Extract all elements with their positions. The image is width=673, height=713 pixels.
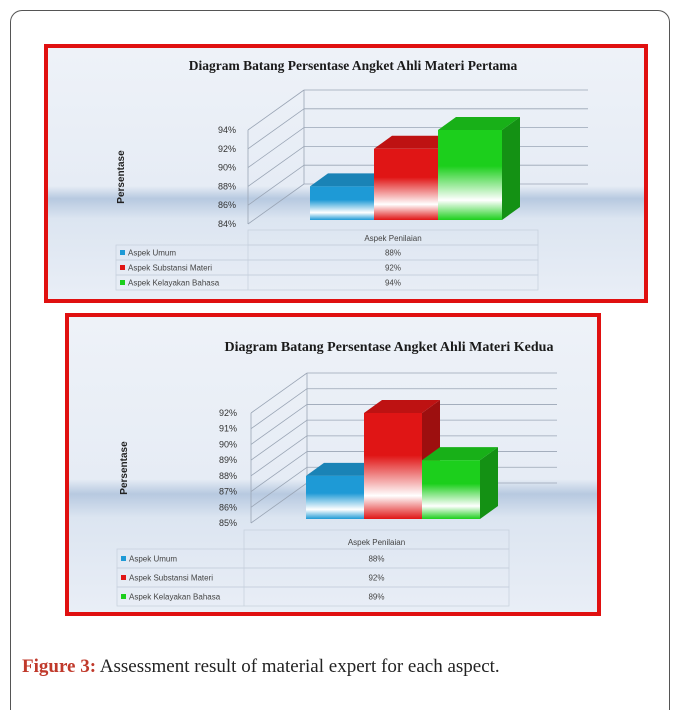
chart-2-table-row (116, 586, 510, 607)
chart-1-data-table: Aspek Penilaian Aspek Umum 88% Aspek Substa… (115, 229, 539, 291)
chart-1-bar-front (438, 130, 502, 220)
chart-2-ytick-label: 92% (219, 408, 237, 418)
chart-1-gridline-side (247, 89, 305, 131)
chart-1-bar-3 (438, 117, 520, 220)
chart-2-ytick-label: 87% (219, 487, 237, 497)
chart-2-title: Diagram Batang Persentase Angket Ahli Ma… (225, 340, 554, 355)
chart-2-xlabel: Aspek Penilaian (348, 538, 405, 547)
chart-1-table-row (115, 274, 539, 291)
chart-1-bar-top (438, 117, 520, 130)
chart-1-gridline-side (247, 164, 305, 206)
chart-1-legend-swatch (120, 280, 125, 285)
chart-2-legend-label: Aspek Kelayakan Bahasa (129, 593, 221, 602)
caption-text: Assessment result of material expert for… (96, 656, 500, 677)
chart-2-data-label: 89% (368, 593, 384, 602)
chart-1-ylabel: Persentase (116, 150, 127, 204)
chart-1-gridline-side (247, 108, 305, 150)
chart-1-panel: Diagram Batang Persentase Angket Ahli Ma… (44, 44, 648, 303)
chart-2-svg: Diagram Batang Persentase Angket Ahli Ma… (116, 340, 557, 607)
chart-1-bar-side (502, 117, 520, 220)
chart-1-data-label: 94% (385, 279, 401, 288)
chart-1-ytick-label: 92% (218, 144, 236, 154)
chart-1-data-label: 92% (385, 264, 401, 273)
chart-1-title: Diagram Batang Persentase Angket Ahli Ma… (189, 58, 518, 73)
chart-1-legend-label: Aspek Substansi Materi (128, 264, 212, 273)
chart-1-legend-label: Aspek Umum (128, 249, 176, 258)
chart-1-data-label: 88% (385, 249, 401, 258)
chart-2-data-label: 88% (368, 555, 384, 564)
chart-2-bar-top (306, 462, 382, 476)
chart-2-ytick-label: 89% (219, 455, 237, 465)
chart-1-legend-swatch (120, 250, 125, 255)
chart-2-gridline-side (250, 482, 308, 524)
chart-2-legend-label: Aspek Substansi Materi (129, 574, 213, 583)
chart-2-data-table: Aspek Penilaian Aspek Umum 88% Aspek Substa… (116, 529, 510, 607)
chart-2-ytick-label: 90% (219, 439, 237, 449)
chart-2-gridline-side (250, 372, 308, 414)
chart-2-bar-side (480, 447, 498, 519)
chart-2-ytick-label: 86% (219, 502, 237, 512)
chart-2-bar-front (422, 460, 480, 519)
chart-1-gridline-side (247, 183, 305, 225)
chart-2-bar-top (364, 400, 440, 413)
chart-1-table-row (115, 244, 539, 261)
chart-1-gridline-side (247, 146, 305, 187)
page-frame (10, 10, 670, 710)
chart-2-legend-swatch (121, 575, 126, 580)
chart-1-ytick-label: 88% (218, 181, 236, 191)
chart-1-bar-top (310, 173, 392, 187)
chart-1-ytick-label: 94% (218, 125, 236, 135)
chart-2-bar-front (306, 475, 364, 519)
chart-1-ytick-label: 86% (218, 200, 236, 210)
chart-1-bar-front (374, 148, 438, 220)
chart-1-ytick-label: 90% (218, 163, 236, 173)
chart-2-legend-label: Aspek Umum (129, 555, 177, 564)
chart-2-ytick-label: 85% (219, 518, 237, 528)
caption-label: Figure 3: (22, 656, 97, 677)
chart-2-gridline-side (250, 404, 308, 445)
chart-2-gridline-side (250, 388, 308, 430)
chart-2-legend-swatch (121, 556, 126, 561)
chart-2-ylabel: Persentase (119, 441, 130, 495)
chart-2-data-label: 92% (368, 574, 384, 583)
chart-2-panel: Diagram Batang Persentase Angket Ahli Ma… (65, 313, 601, 616)
chart-1-xlabel: Aspek Penilaian (364, 234, 421, 243)
chart-2-gridline-side (250, 451, 308, 492)
chart-2-ytick-label: 91% (219, 424, 237, 434)
chart-2-gridline-side (250, 419, 308, 461)
chart-2-legend-swatch (121, 594, 126, 599)
chart-2-bar-top (422, 447, 498, 461)
chart-2-bar-3 (422, 447, 498, 519)
chart-1-bar-front (310, 186, 374, 220)
chart-1-bar-top (374, 135, 456, 149)
figure-caption: Figure 3: Assessment result of material … (22, 656, 500, 678)
chart-2-gridline-side (250, 435, 308, 477)
chart-2-ytick-label: 88% (219, 471, 237, 481)
chart-1-gridline-side (247, 127, 305, 168)
chart-2-bar-front (364, 413, 422, 519)
chart-1-ytick-label: 84% (218, 219, 236, 229)
chart-1-svg: Diagram Batang Persentase Angket Ahli Ma… (115, 58, 588, 291)
chart-1-legend-label: Aspek Kelayakan Bahasa (128, 279, 220, 288)
chart-2-gridline-side (250, 466, 308, 508)
chart-1-legend-swatch (120, 265, 125, 270)
